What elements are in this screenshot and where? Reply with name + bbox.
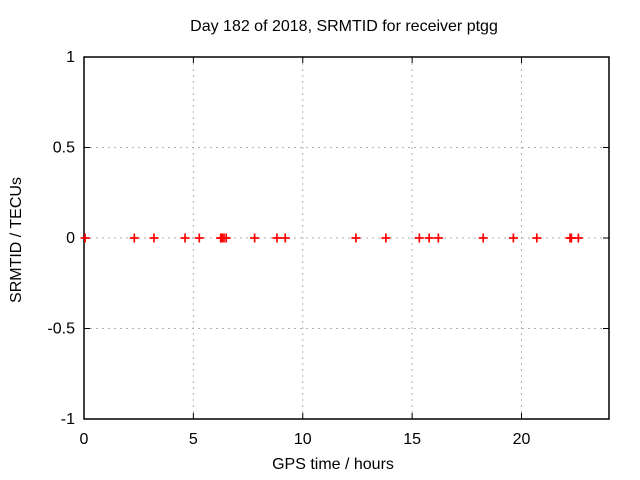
y-tick-label: -1	[61, 411, 75, 428]
x-tick-label: 20	[513, 431, 531, 448]
chart-title: Day 182 of 2018, SRMTID for receiver ptg…	[190, 18, 498, 35]
label-layer: Day 182 of 2018, SRMTID for receiver ptg…	[8, 18, 498, 473]
x-tick-label: 10	[294, 431, 312, 448]
x-tick-label: 5	[189, 431, 198, 448]
data-point-marker	[149, 233, 159, 243]
data-point-marker	[80, 233, 90, 243]
data-point-marker	[381, 233, 391, 243]
data-point-marker	[433, 233, 443, 243]
x-axis-label: GPS time / hours	[272, 456, 394, 473]
data-point-marker	[573, 233, 583, 243]
data-point-marker	[194, 233, 204, 243]
data-point-marker	[180, 233, 190, 243]
y-axis-label: SRMTID / TECUs	[8, 177, 25, 303]
data-point-marker	[250, 233, 260, 243]
x-tick-label: 15	[403, 431, 421, 448]
data-point-marker	[478, 233, 488, 243]
data-points-layer	[80, 233, 583, 243]
data-point-marker	[280, 233, 290, 243]
x-tick-label: 0	[80, 431, 89, 448]
data-point-marker	[508, 233, 518, 243]
data-point-marker	[414, 233, 424, 243]
tick-layer: 0 5 10 15 20 -1 -0.5 0 0.5 1	[47, 49, 609, 448]
y-tick-label: 0.5	[53, 140, 75, 157]
y-tick-label: -0.5	[47, 321, 75, 338]
data-point-marker	[351, 233, 361, 243]
y-tick-label: 0	[66, 230, 75, 247]
data-point-marker	[532, 233, 542, 243]
grid-layer	[83, 56, 609, 420]
data-point-marker	[129, 233, 139, 243]
y-tick-label: 1	[66, 49, 75, 66]
data-point-marker	[221, 233, 231, 243]
data-point-marker	[272, 233, 282, 243]
data-point-marker	[424, 233, 434, 243]
